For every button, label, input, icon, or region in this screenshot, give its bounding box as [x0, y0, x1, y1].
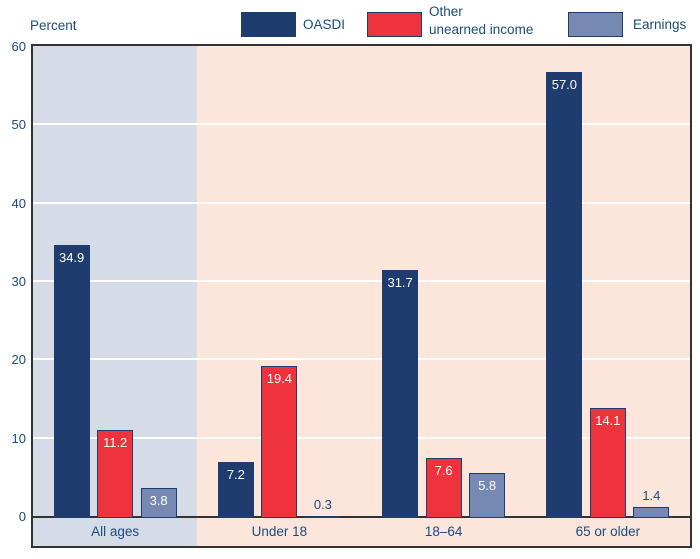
legend-label-line2: unearned income: [429, 21, 534, 37]
y-tick-label-60: 60: [11, 39, 26, 54]
bar-oasdi-4: 57.0: [546, 71, 583, 518]
bar-value-label: 57.0: [551, 76, 578, 92]
y-tick-label-20: 20: [11, 352, 26, 368]
category-label-3: 18–64: [424, 524, 463, 539]
bar-other-unearned-income-1: 11.2: [97, 430, 134, 518]
bar-value-label: 0.3: [313, 496, 332, 512]
gridline-10: [33, 436, 690, 439]
bar-value-label: 11.2: [102, 435, 128, 451]
category-label-1: All ages: [91, 524, 140, 539]
legend-swatch-oasdi: [241, 12, 296, 37]
plot-frame: 34.9 11.2 3.8 All ages 7.2 19.4 0.3 Under 18 31.…: [31, 44, 692, 548]
bar-earnings-2: [304, 515, 341, 518]
legend-swatch-other-unearned-income: [367, 12, 422, 37]
y-tick-label-40: 40: [11, 195, 26, 211]
legend-label-other-unearned-income: Other unearned income: [429, 3, 533, 38]
legend-label-earnings: Earnings: [633, 17, 687, 32]
y-axis-title: Percent: [30, 18, 77, 33]
gridline-50: [33, 123, 690, 126]
x-axis-baseline: [33, 516, 690, 518]
y-tick-label-30: 30: [11, 274, 26, 289]
bar-value-label: 1.4: [642, 488, 661, 504]
bar-oasdi-3: 31.7: [382, 269, 419, 518]
category-label-4: 65 or older: [575, 524, 641, 539]
bar-value-label: 34.9: [58, 249, 85, 265]
bar-value-label: 5.8: [478, 477, 497, 493]
category-label-2: Under 18: [251, 524, 308, 539]
bar-other-unearned-income-3: 7.6: [425, 458, 462, 518]
y-tick-label-50: 50: [11, 117, 26, 133]
bar-value-label: 7.2: [226, 466, 245, 482]
y-tick-label-10: 10: [11, 430, 26, 446]
bar-value-label: 19.4: [266, 371, 293, 387]
bar-oasdi-1: 34.9: [53, 244, 90, 518]
legend-label-oasdi: OASDI: [303, 17, 346, 32]
gridline-30: [33, 280, 690, 282]
bar-oasdi-2: 7.2: [217, 461, 254, 518]
bar-earnings-4: [633, 507, 670, 518]
bar-earnings-3: 5.8: [469, 472, 506, 518]
bar-value-label: 14.1: [595, 412, 621, 428]
bar-earnings-1: 3.8: [140, 488, 177, 518]
bar-value-label: 7.6: [434, 463, 453, 479]
y-tick-label-0: 0: [18, 509, 26, 524]
bar-other-unearned-income-4: 14.1: [589, 407, 626, 518]
plot-area: 34.9 11.2 3.8 All ages 7.2 19.4 0.3 Under 18 31.…: [33, 46, 690, 546]
gridline-40: [33, 201, 690, 204]
legend-swatch-earnings: [568, 12, 623, 37]
bar-value-label: 31.7: [387, 274, 413, 290]
bar-value-label: 3.8: [149, 493, 168, 509]
legend-label-line1: Other: [429, 4, 463, 19]
bar-other-unearned-income-2: 19.4: [261, 366, 298, 518]
gridline-20: [33, 358, 690, 361]
